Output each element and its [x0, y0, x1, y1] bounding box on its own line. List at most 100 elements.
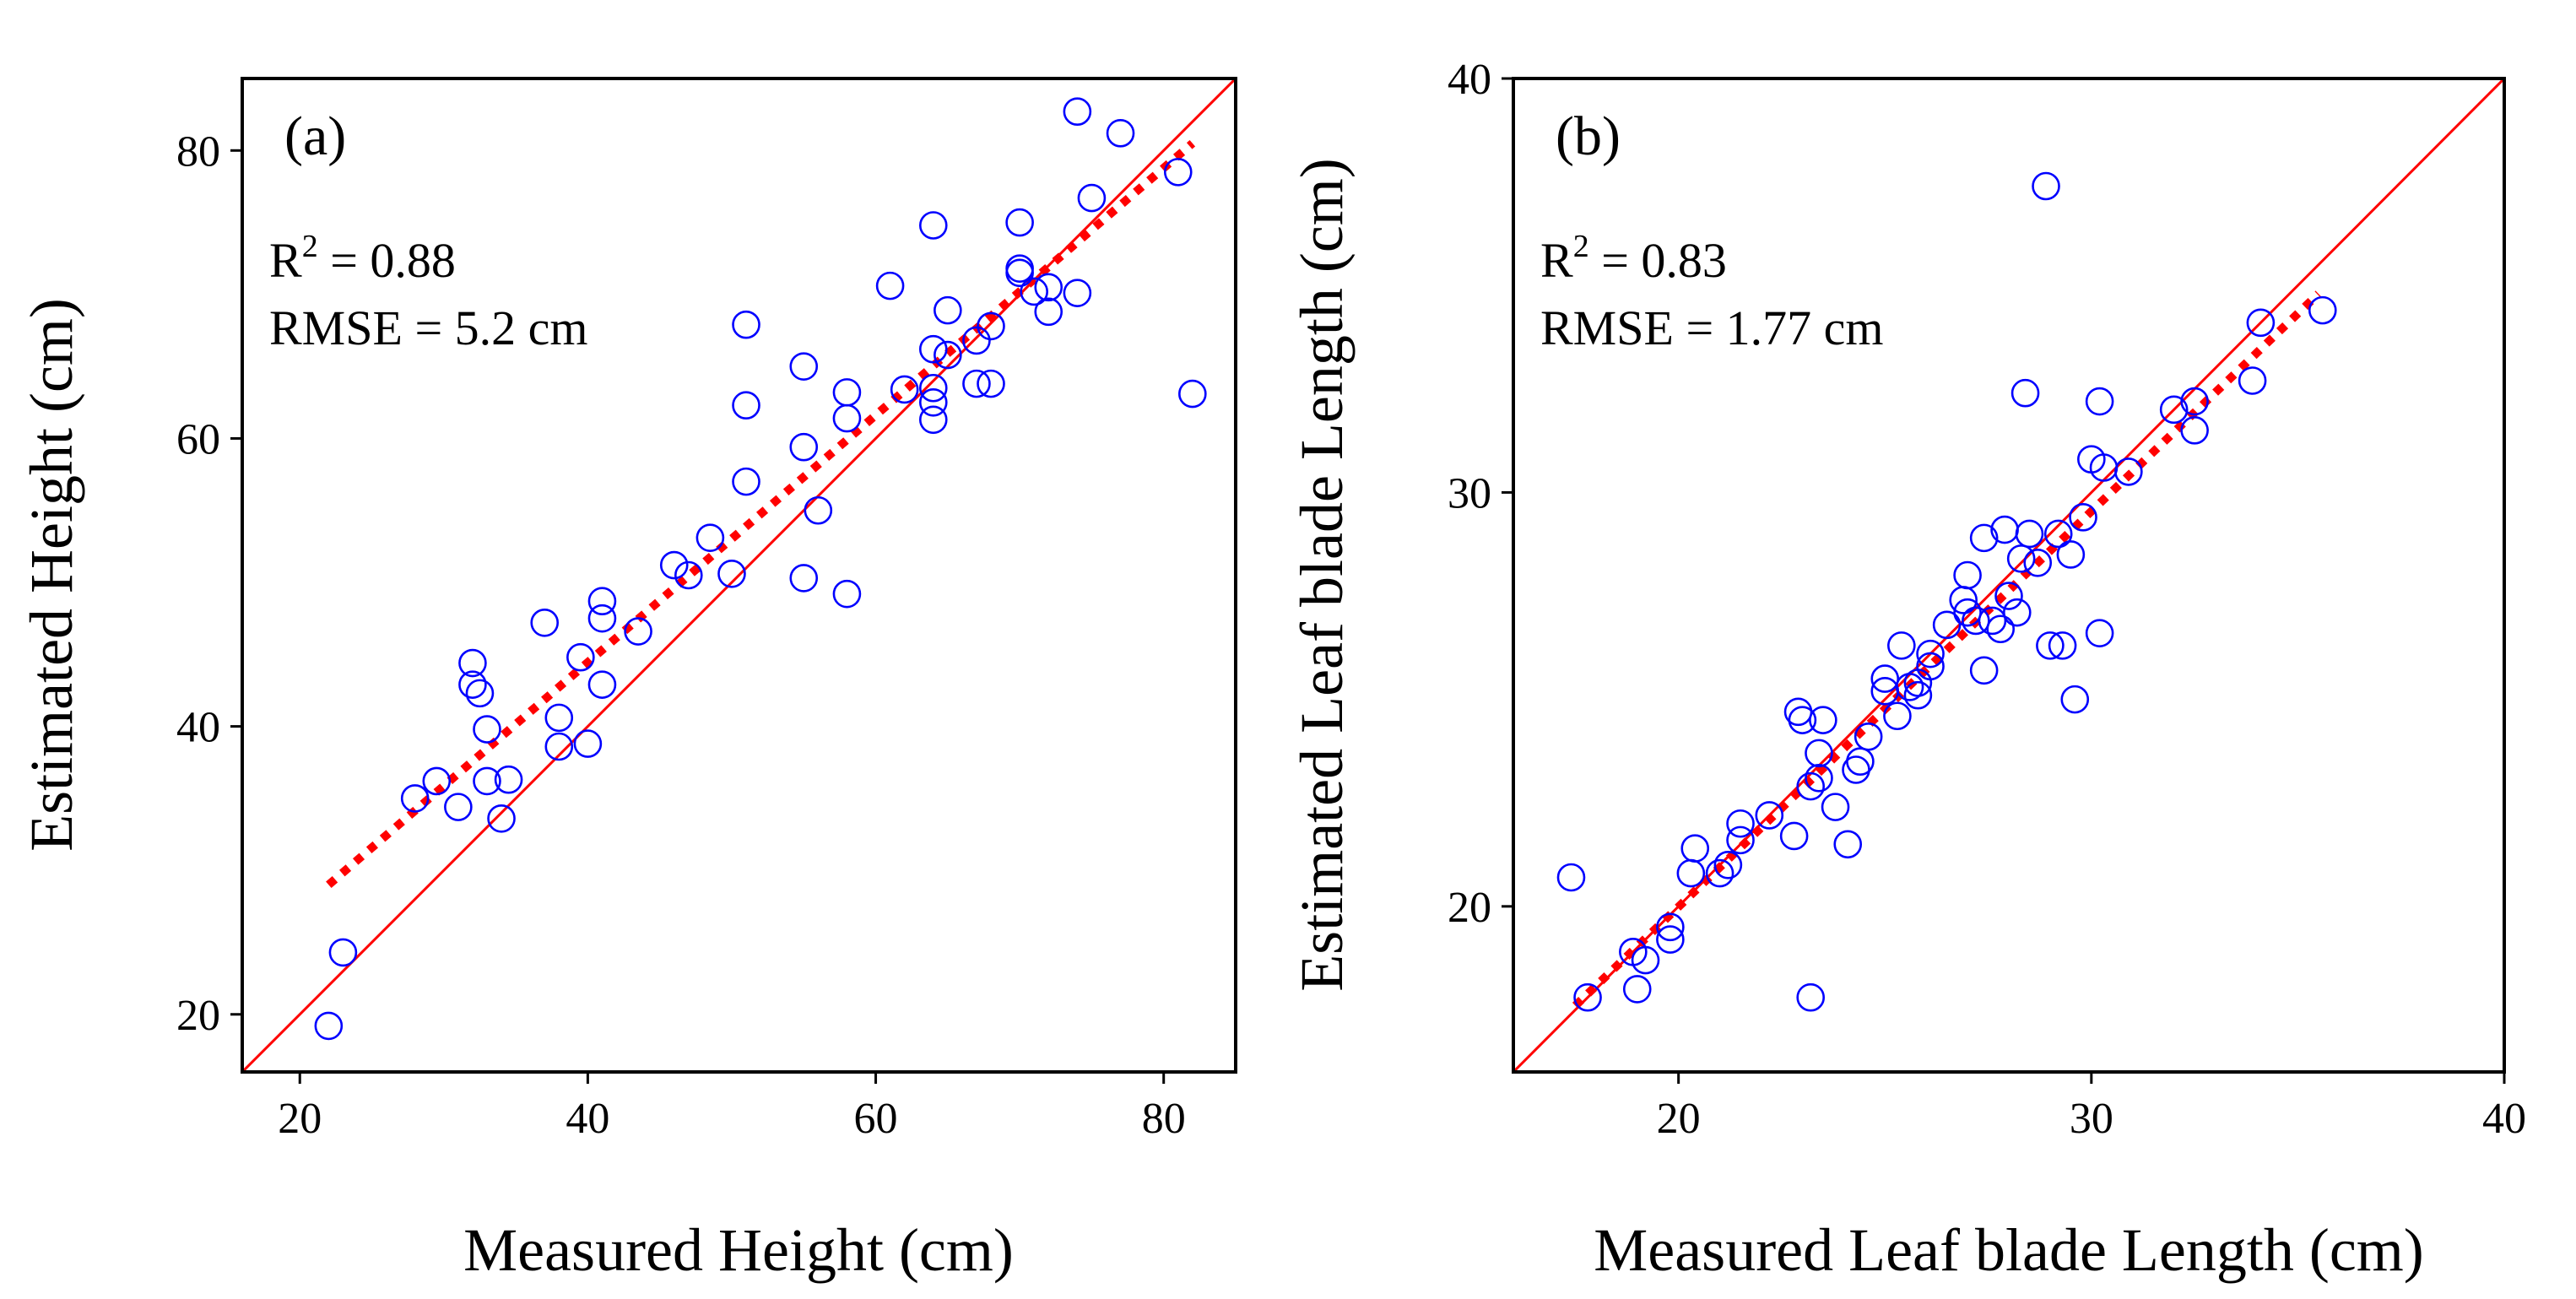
data-point: [494, 765, 523, 794]
data-point: [2032, 171, 2060, 201]
data-point: [2015, 519, 2044, 549]
x-tick-label: 20: [1657, 1095, 1701, 1143]
data-point: [918, 388, 948, 417]
plot-frame: [1512, 77, 2506, 1074]
regression-fit-line: [326, 139, 1196, 889]
data-point: [458, 670, 487, 699]
data-point: [1796, 982, 1825, 1012]
data-point: [1726, 809, 1755, 838]
data-point: [1953, 598, 1982, 627]
data-point: [458, 648, 487, 678]
data-point: [1854, 722, 1883, 751]
data-point: [1887, 631, 1916, 660]
data-point: [674, 560, 703, 590]
x-tick-label: 40: [566, 1095, 609, 1143]
data-point: [1809, 706, 1837, 734]
data-point: [1622, 975, 1652, 1004]
data-point: [2006, 544, 2036, 573]
data-point: [566, 642, 595, 672]
data-point: [544, 703, 574, 733]
data-point: [732, 391, 760, 420]
data-point: [962, 326, 991, 355]
data-point: [1063, 97, 1092, 127]
data-point: [473, 715, 501, 744]
data-point: [875, 271, 905, 300]
data-point: [2114, 457, 2143, 486]
data-point: [1005, 258, 1034, 288]
x-axis-title: Measured Leaf blade Length (cm): [1594, 1216, 2424, 1284]
data-point: [717, 559, 746, 588]
data-point: [2043, 519, 2073, 549]
data-point: [732, 310, 760, 339]
data-point: [422, 766, 452, 796]
data-point: [444, 793, 473, 821]
data-point: [1883, 701, 1912, 731]
data-point: [832, 579, 862, 609]
data-point: [573, 729, 603, 758]
r-squared-text: R2 = 0.88: [269, 229, 456, 288]
data-point: [2238, 366, 2267, 395]
data-point: [1556, 863, 1586, 892]
data-point: [732, 467, 760, 496]
data-point: [2048, 631, 2077, 660]
x-tick-label: 30: [2070, 1095, 2113, 1143]
data-point: [465, 679, 495, 708]
data-point: [1788, 706, 1817, 734]
data-point: [1163, 158, 1193, 187]
data-point: [1106, 119, 1135, 148]
data-point: [1916, 639, 1945, 668]
data-point: [2180, 387, 2209, 416]
data-point: [789, 564, 819, 593]
data-point: [804, 495, 833, 525]
data-point: [1916, 652, 1945, 681]
y-tick-label: 20: [1448, 884, 1491, 932]
data-point: [587, 603, 617, 633]
data-point: [2085, 387, 2114, 416]
data-point: [624, 617, 652, 646]
r-squared-prefix: R: [269, 233, 302, 288]
r-squared-text: R2 = 0.83: [1540, 229, 1727, 288]
data-point: [890, 375, 919, 404]
data-point: [314, 1011, 344, 1041]
data-point: [587, 587, 617, 616]
data-point: [1903, 680, 1933, 710]
data-point: [1805, 739, 1833, 768]
y-tick-label: 40: [176, 704, 220, 752]
y-tick-label: 30: [1448, 469, 1491, 517]
data-point: [1821, 793, 1850, 821]
r-squared-superscript: 2: [302, 229, 318, 264]
data-point: [977, 311, 1005, 341]
regression-fit-line: [1572, 290, 2322, 1009]
data-point: [1656, 925, 1685, 954]
data-point: [1705, 858, 1734, 888]
data-point: [1726, 825, 1755, 855]
data-point: [918, 211, 948, 240]
data-point: [1796, 771, 1825, 801]
rmse-text: RMSE = 5.2 cm: [269, 300, 588, 355]
data-point: [1656, 912, 1685, 942]
data-point: [1713, 850, 1743, 880]
data-point: [2010, 378, 2040, 408]
x-tick-label: 80: [1142, 1095, 1186, 1143]
r-squared-superscript: 2: [1573, 229, 1589, 264]
y-tick-label: 20: [176, 992, 220, 1040]
data-point: [1005, 208, 1034, 237]
data-point: [1953, 560, 1982, 590]
data-point: [473, 766, 501, 796]
data-point: [2180, 416, 2209, 445]
data-point: [530, 608, 560, 637]
data-point: [918, 405, 948, 435]
data-point: [1846, 747, 1875, 776]
data-point: [400, 784, 430, 813]
data-point: [918, 334, 948, 364]
data-point: [2069, 503, 2097, 532]
data-point: [1755, 801, 1784, 830]
scatter-panel-a: 20 40 60 80 20 40 60 80 (a) R2 = 0.88 RMSE = 5.2 c…: [18, 77, 1237, 1284]
data-point: [1063, 279, 1092, 307]
data-point: [934, 340, 962, 370]
y-axis-title: Estimated Height (cm): [18, 298, 85, 852]
y-tick-label: 40: [1448, 56, 1491, 104]
data-point: [328, 938, 358, 967]
